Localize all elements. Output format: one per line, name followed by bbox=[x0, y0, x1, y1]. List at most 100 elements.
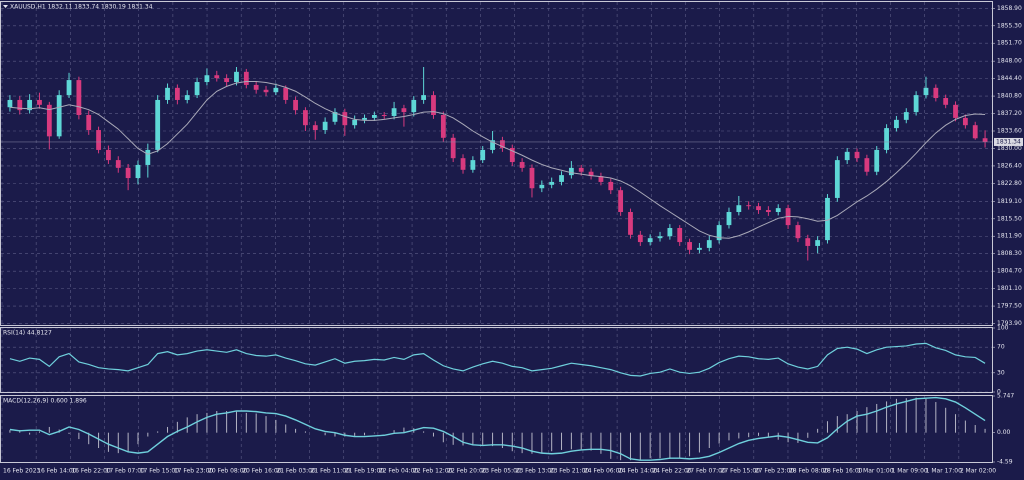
time-label: 17 Feb 07:00 bbox=[106, 468, 146, 475]
candle-body bbox=[854, 151, 860, 159]
y-tick-label: 100 bbox=[997, 325, 1009, 332]
candle-body bbox=[756, 206, 761, 211]
y-tick-label: 1801.10 bbox=[997, 285, 1022, 292]
candle-body bbox=[500, 140, 505, 148]
candle-body bbox=[726, 211, 732, 226]
candle-body bbox=[894, 119, 899, 129]
candle-body bbox=[647, 238, 653, 243]
candle-body bbox=[411, 99, 417, 113]
y-tick-label: 1826.40 bbox=[997, 162, 1022, 169]
candle-body bbox=[460, 158, 466, 170]
candle-body bbox=[637, 234, 643, 243]
time-label: 22 Feb 04:00 bbox=[379, 468, 419, 475]
candle-body bbox=[342, 112, 348, 126]
candle-body bbox=[37, 99, 42, 105]
candle-body bbox=[184, 95, 190, 100]
candle-body bbox=[588, 171, 594, 177]
y-tick-label: 1822.80 bbox=[997, 180, 1022, 187]
moving-average-line bbox=[9, 81, 986, 239]
candle-body bbox=[578, 167, 584, 172]
candle-body bbox=[962, 117, 968, 126]
time-label: 22 Feb 20:00 bbox=[447, 468, 487, 475]
time-label: 20 Feb 08:00 bbox=[208, 468, 248, 475]
candle-body bbox=[66, 80, 72, 96]
candle-body bbox=[243, 71, 249, 85]
y-tick-label: -4.59 bbox=[997, 459, 1013, 466]
candle-body bbox=[204, 75, 210, 83]
y-tick-label: 1848.00 bbox=[997, 58, 1022, 65]
candle-body bbox=[371, 115, 377, 118]
candle-body bbox=[805, 238, 811, 246]
time-label: 27 Feb 07:00 bbox=[686, 468, 726, 475]
y-tick-label: 1851.70 bbox=[997, 40, 1022, 47]
candle-body bbox=[943, 98, 949, 105]
y-tick-label: 5.747 bbox=[997, 393, 1014, 400]
candle-body bbox=[450, 137, 456, 159]
candle-body bbox=[7, 99, 13, 108]
candle-body bbox=[17, 99, 23, 111]
candle-body bbox=[165, 87, 170, 100]
candle-body bbox=[677, 228, 683, 243]
candle-body bbox=[194, 82, 200, 96]
candle-body bbox=[273, 87, 279, 93]
candle-body bbox=[234, 71, 239, 83]
candle-body bbox=[421, 95, 427, 100]
time-label: 21 Feb 11:00 bbox=[311, 468, 351, 475]
macd-panel-border bbox=[0, 395, 993, 463]
candle-body bbox=[953, 104, 958, 118]
candle-body bbox=[362, 117, 367, 120]
time-label: 17 Feb 23:00 bbox=[174, 468, 214, 475]
candle-body bbox=[56, 95, 62, 137]
candle-body bbox=[864, 158, 870, 172]
time-label: 16 Feb 2023 bbox=[3, 468, 41, 475]
time-label: 20 Feb 16:00 bbox=[242, 468, 282, 475]
candle-body bbox=[844, 151, 850, 161]
candle-body bbox=[381, 115, 387, 116]
candle-body bbox=[657, 236, 663, 239]
rsi-line bbox=[9, 342, 986, 377]
time-label: 16 Feb 22:00 bbox=[71, 468, 111, 475]
main-panel-border bbox=[0, 1, 993, 326]
time-label: 24 Feb 22:00 bbox=[652, 468, 692, 475]
y-tick-label: 1830.00 bbox=[997, 145, 1022, 152]
y-tick-label: 1804.70 bbox=[997, 268, 1022, 275]
y-tick-label: 1844.40 bbox=[997, 75, 1022, 82]
candle-body bbox=[874, 149, 880, 172]
y-tick-label: 1811.90 bbox=[997, 233, 1022, 240]
candle-body bbox=[322, 121, 328, 131]
y-tick-label: 0 bbox=[997, 389, 1001, 396]
candle-body bbox=[618, 190, 624, 212]
candle-body bbox=[312, 125, 318, 131]
time-label: 23 Feb 05:00 bbox=[481, 468, 521, 475]
time-label: 24 Feb 14:00 bbox=[618, 468, 658, 475]
last-price-label: 1831.34 bbox=[996, 138, 1021, 145]
candle-body bbox=[76, 80, 82, 116]
main-title: XAUUSD,H1 1832.11 1833.74 1830.19 1831.3… bbox=[10, 4, 153, 11]
candle-body bbox=[440, 115, 446, 138]
y-tick-label: 1837.20 bbox=[997, 110, 1022, 117]
candle-body bbox=[391, 108, 397, 116]
candle-body bbox=[46, 104, 52, 137]
time-label: 16 Feb 14:00 bbox=[37, 468, 77, 475]
time-label: 21 Feb 19:00 bbox=[345, 468, 385, 475]
candle-body bbox=[135, 164, 141, 179]
time-label: 1 Mar 09:00 bbox=[891, 468, 927, 475]
macd-title: MACD(12,26,9) 0.600 1.896 bbox=[3, 398, 87, 405]
time-label: 24 Feb 06:00 bbox=[584, 468, 624, 475]
candle-body bbox=[884, 128, 889, 150]
y-tick-label: 30 bbox=[997, 369, 1005, 376]
candle-body bbox=[303, 110, 308, 126]
candle-body bbox=[431, 95, 436, 116]
y-tick-label: 0.00 bbox=[997, 429, 1011, 436]
candle-body bbox=[667, 228, 673, 237]
candle-body bbox=[352, 119, 358, 126]
candle-body bbox=[283, 87, 289, 100]
candle-body bbox=[293, 99, 298, 111]
time-label: 23 Feb 21:00 bbox=[550, 468, 590, 475]
candle-body bbox=[145, 149, 151, 165]
candle-body bbox=[933, 87, 939, 99]
y-tick-label: 1840.80 bbox=[997, 93, 1022, 100]
candle-body bbox=[214, 75, 220, 79]
